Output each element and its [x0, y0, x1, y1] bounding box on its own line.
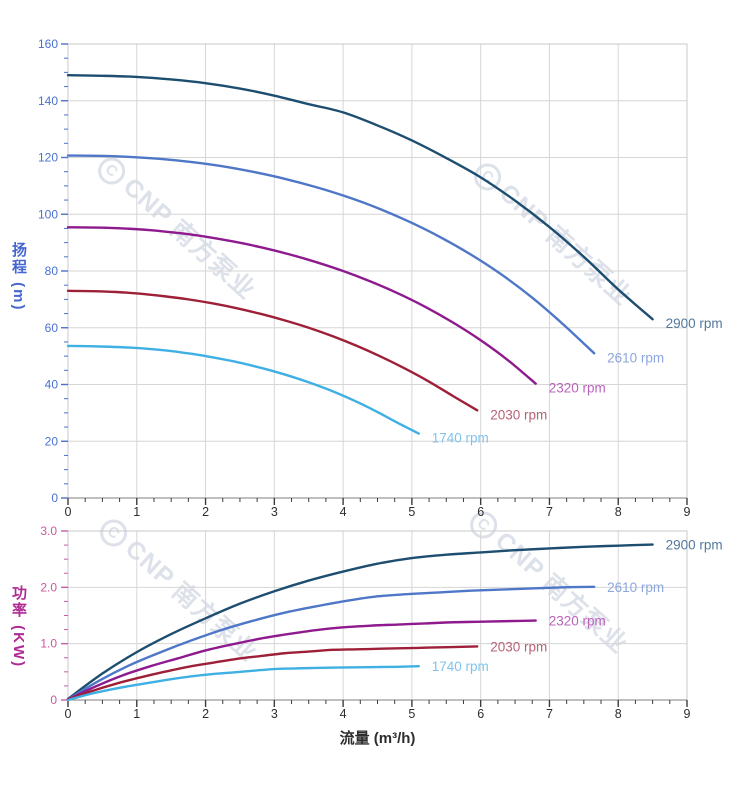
y-tick-label: 0	[51, 491, 58, 505]
x-tick-label: 0	[65, 505, 72, 519]
head-axis-title: 扬程 (m)	[10, 242, 27, 312]
x-tick-label: 9	[684, 505, 691, 519]
y-tick-label: 20	[45, 434, 59, 448]
y-tick-label: 140	[38, 94, 58, 108]
chart-head-vs-flow: 0 1 2 3 4 5 6 7 8 9 0 20 40 60 80 100 120 140 160 2900 rpm 2…	[38, 37, 723, 519]
x-tick-label: 0	[65, 707, 72, 721]
curve-2610-rpm	[66, 154, 596, 355]
series-label-2610-rpm: 2610 rpm	[607, 580, 664, 595]
y-tick-label: 120	[38, 151, 58, 165]
x-tick-label: 5	[408, 707, 415, 721]
x-tick-label: 8	[615, 505, 622, 519]
x-tick-label: 9	[684, 707, 691, 721]
y-tick-label: 1.0	[40, 637, 57, 651]
curve-2320-rpm	[66, 226, 537, 385]
curve-2030-rpm	[66, 289, 479, 412]
curve-2610-rpm	[66, 585, 596, 701]
flow-axis-title: 流量 (m³/h)	[339, 730, 416, 747]
y-tick-label: 60	[45, 321, 59, 335]
x-tick-label: 5	[408, 505, 415, 519]
series-label-2030-rpm: 2030 rpm	[490, 407, 547, 422]
x-tick-label: 7	[546, 707, 553, 721]
series-label-2900-rpm: 2900 rpm	[666, 538, 723, 553]
x-tick-label: 7	[546, 505, 553, 519]
y-tick-label: 2.0	[40, 580, 57, 594]
series-label-2030-rpm: 2030 rpm	[490, 639, 547, 654]
x-tick-label: 4	[340, 505, 347, 519]
x-tick-label: 8	[615, 707, 622, 721]
y-tick-label: 0	[50, 693, 57, 707]
x-tick-label: 2	[202, 505, 209, 519]
series-label-2610-rpm: 2610 rpm	[607, 350, 664, 365]
x-tick-label: 2	[202, 707, 209, 721]
y-tick-label: 80	[45, 264, 59, 278]
x-tick-label: 3	[271, 707, 278, 721]
series-label-2900-rpm: 2900 rpm	[666, 316, 723, 331]
curve-2900-rpm	[66, 543, 654, 701]
series-label-2320-rpm: 2320 rpm	[549, 381, 606, 396]
y-tick-label: 160	[38, 37, 58, 51]
series-label-2320-rpm: 2320 rpm	[549, 614, 606, 629]
x-tick-label: 1	[133, 505, 140, 519]
x-tick-label: 6	[477, 707, 484, 721]
curve-2900-rpm	[66, 74, 654, 321]
curve-2320-rpm	[66, 619, 537, 701]
x-tick-label: 1	[133, 707, 140, 721]
series-label-1740-rpm: 1740 rpm	[432, 659, 489, 674]
y-tick-label: 40	[45, 378, 59, 392]
power-axis-title: 功率 (KW)	[10, 585, 27, 669]
x-tick-label: 3	[271, 505, 278, 519]
chart-power-vs-flow: 0 1 2 3 4 5 6 7 8 9 0 1.0 2.0 3.0 2900 rpm 2610 rpm 2320…	[40, 524, 722, 721]
x-tick-label: 4	[340, 707, 347, 721]
curve-2030-rpm	[66, 645, 479, 701]
series-label-1740-rpm: 1740 rpm	[432, 431, 489, 446]
curve-1740-rpm	[66, 665, 420, 702]
x-tick-label: 6	[477, 505, 484, 519]
y-tick-label: 3.0	[40, 524, 57, 538]
y-tick-label: 100	[38, 207, 58, 221]
curve-1740-rpm	[66, 344, 420, 435]
